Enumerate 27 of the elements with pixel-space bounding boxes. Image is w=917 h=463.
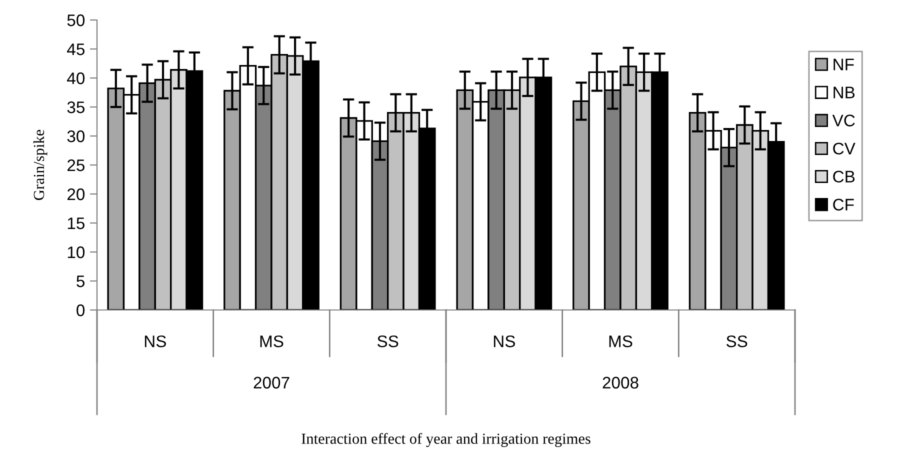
y-tick-label: 15: [68, 218, 84, 230]
y-tick-label: 10: [68, 246, 85, 258]
y-tick-label: 20: [67, 188, 85, 200]
y-tick-label: 5: [76, 276, 84, 288]
text: Interaction effect of year and irrigation regimes: [302, 432, 590, 448]
y-tick-label: 35: [67, 101, 84, 114]
y-tick-label: 30: [67, 130, 85, 142]
text: 2007: [254, 376, 290, 389]
y-tick-label: 45: [67, 44, 84, 56]
legend-label: CV: [833, 142, 856, 154]
x-tick-label: SS: [377, 335, 398, 348]
x-tick-label: NS: [494, 335, 515, 348]
x-tick-label: MS: [260, 335, 284, 348]
y-tick-label: 50: [67, 14, 85, 26]
legend-label: NF: [834, 58, 854, 70]
legend-label: VC: [832, 114, 855, 126]
x-tick-label: NS: [144, 335, 166, 348]
legend-label: NB: [834, 86, 855, 98]
y-axis-title: Grain/spike: [33, 130, 48, 200]
x-tick-label: MS: [609, 335, 632, 348]
y-tick-label: 0: [76, 304, 85, 316]
y-tick-label: 40: [67, 72, 85, 84]
text: 2008: [602, 376, 638, 389]
x-tick-label: SS: [726, 335, 748, 348]
y-tick-label: 25: [67, 159, 84, 172]
legend-label: CF: [833, 198, 854, 211]
legend-label: CB: [833, 170, 855, 183]
